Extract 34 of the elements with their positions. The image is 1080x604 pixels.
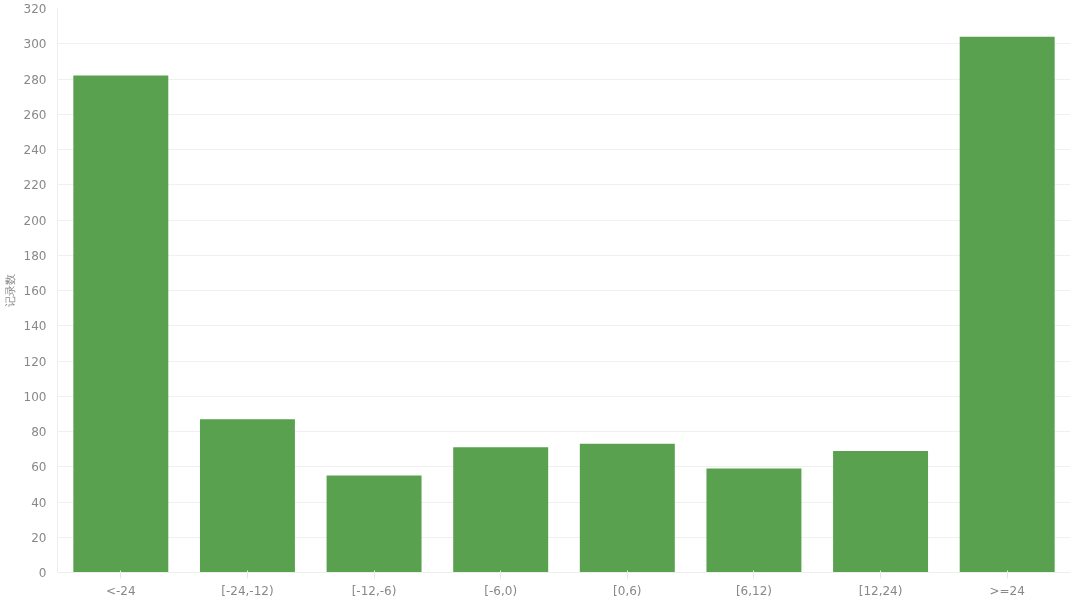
bar	[199, 419, 295, 573]
y-tick-label: 120	[23, 354, 47, 369]
x-tick-label: [12,24)	[858, 583, 903, 598]
y-tick-label: 100	[23, 389, 47, 404]
x-tick-label: >=24	[989, 583, 1025, 598]
bar	[326, 475, 422, 573]
bar	[73, 75, 169, 573]
x-tick-label: [-6,0)	[484, 583, 518, 598]
bar	[706, 468, 802, 573]
y-tick-label: 320	[23, 2, 47, 16]
bar	[833, 450, 929, 573]
y-tick-label: 0	[38, 566, 47, 580]
y-tick-label: 240	[23, 143, 47, 157]
x-tick-label: <-24	[105, 583, 136, 598]
y-tick-label: 260	[23, 107, 47, 122]
y-tick-label: 220	[23, 178, 47, 193]
x-tick-label: [6,12)	[735, 583, 772, 598]
y-tick-label: 60	[31, 460, 47, 475]
y-tick-label: 300	[23, 37, 47, 52]
bar	[959, 36, 1055, 573]
y-tick-label: 200	[23, 213, 47, 228]
y-axis-title: 记录数	[3, 274, 16, 307]
y-tick-label: 20	[31, 530, 47, 545]
y-tick-label: 80	[31, 425, 47, 439]
bar	[579, 443, 675, 573]
bar	[453, 447, 549, 573]
y-tick-label: 180	[23, 248, 47, 263]
x-tick-label: [-24,-12)	[221, 583, 274, 598]
y-tick-label: 160	[23, 284, 47, 298]
y-tick-label: 280	[23, 72, 47, 87]
y-tick-label: 140	[23, 319, 47, 334]
x-tick-label: [0,6)	[613, 583, 642, 598]
y-tick-label: 40	[31, 495, 47, 510]
x-tick-label: [-12,-6)	[351, 583, 397, 598]
